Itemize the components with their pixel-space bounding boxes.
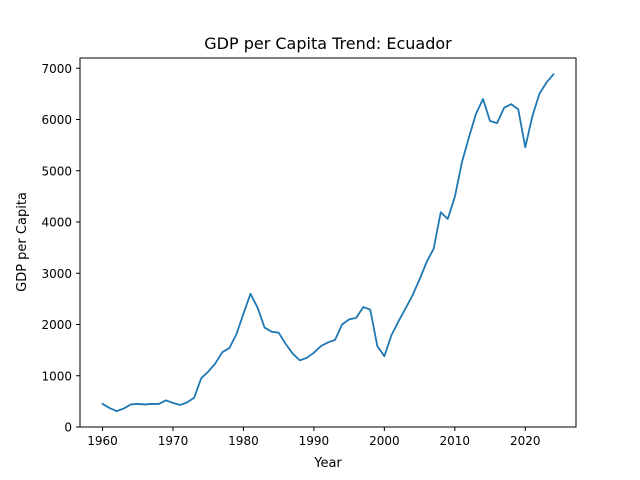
y-tick-label: 3000 (41, 267, 72, 281)
data-point (538, 93, 540, 95)
x-tick-label: 1970 (158, 434, 189, 448)
data-point (108, 407, 110, 409)
data-point (242, 313, 244, 315)
data-point (432, 247, 434, 249)
data-point (383, 355, 385, 357)
data-point (468, 136, 470, 138)
data-point (179, 404, 181, 406)
data-point (228, 347, 230, 349)
data-point (193, 397, 195, 399)
data-point (306, 357, 308, 359)
y-tick-label: 2000 (41, 318, 72, 332)
data-point (263, 326, 265, 328)
data-point (517, 108, 519, 110)
data-point (397, 320, 399, 322)
data-point (122, 407, 124, 409)
data-point (552, 73, 554, 75)
y-tick-label: 5000 (41, 164, 72, 178)
x-tick-label: 1980 (228, 434, 259, 448)
x-tick-label: 1960 (87, 434, 118, 448)
y-tick-label: 1000 (41, 369, 72, 383)
series-line (101, 73, 555, 413)
data-point (235, 333, 237, 335)
data-point (285, 343, 287, 345)
x-tick-label: 1990 (299, 434, 330, 448)
data-point (376, 345, 378, 347)
data-point (475, 113, 477, 115)
data-point (454, 196, 456, 198)
data-point (313, 351, 315, 353)
data-point (425, 261, 427, 263)
x-axis-label: Year (313, 456, 342, 471)
data-point (510, 103, 512, 105)
data-point (207, 370, 209, 372)
data-point (249, 293, 251, 295)
y-axis-label: GDP per Capita (15, 192, 30, 292)
data-point (144, 403, 146, 405)
data-point (404, 307, 406, 309)
y-tick-label: 7000 (41, 62, 72, 76)
data-point (461, 161, 463, 163)
data-point (130, 403, 132, 405)
data-point (447, 218, 449, 220)
data-point (362, 306, 364, 308)
plot-area: 1960 1970 1980 1990 2000 2010 2020 0 1000 2000 300… (41, 57, 577, 448)
data-point (482, 98, 484, 100)
data-point (270, 330, 272, 332)
data-point (101, 403, 103, 405)
data-point (320, 345, 322, 347)
data-point (334, 339, 336, 341)
data-point (186, 401, 188, 403)
x-tick-label: 2010 (440, 434, 471, 448)
chart-title: GDP per Capita Trend: Ecuador (204, 34, 452, 53)
data-point (292, 353, 294, 355)
data-point (369, 308, 371, 310)
data-point (221, 351, 223, 353)
data-point (440, 211, 442, 213)
data-point (390, 334, 392, 336)
data-point (348, 318, 350, 320)
data-point (165, 399, 167, 401)
axes-frame (79, 57, 577, 428)
data-point (214, 362, 216, 364)
data-point (172, 402, 174, 404)
data-point (496, 122, 498, 124)
data-point (545, 81, 547, 83)
y-tick-label: 0 (64, 421, 72, 435)
data-point (256, 306, 258, 308)
data-point (115, 410, 117, 412)
data-point (200, 377, 202, 379)
data-point (277, 332, 279, 334)
data-point (418, 278, 420, 280)
x-tick-label: 2020 (510, 434, 541, 448)
data-point (531, 115, 533, 117)
data-point (341, 323, 343, 325)
data-point (137, 403, 139, 405)
data-point (355, 317, 357, 319)
x-tick-label: 2000 (369, 434, 400, 448)
data-point (489, 120, 491, 122)
y-tick-label: 6000 (41, 113, 72, 127)
data-point (503, 107, 505, 109)
data-point (299, 359, 301, 361)
data-point (411, 294, 413, 296)
y-tick-label: 4000 (41, 216, 72, 230)
data-point (327, 341, 329, 343)
data-point (524, 146, 526, 148)
data-point (158, 403, 160, 405)
data-point (151, 403, 153, 405)
